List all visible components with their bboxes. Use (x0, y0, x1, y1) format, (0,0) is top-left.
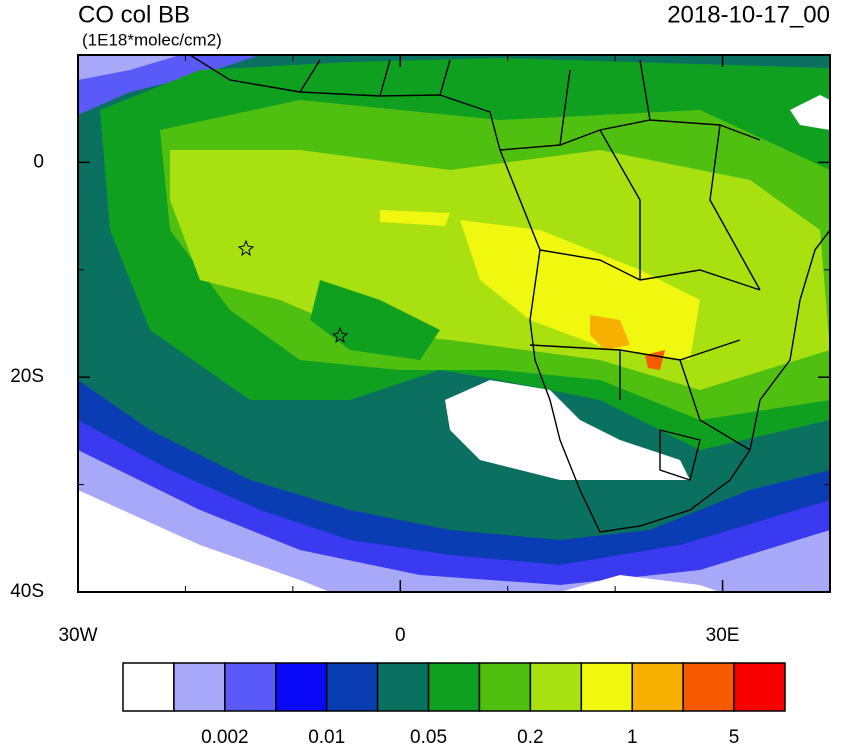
field-fill (590, 315, 630, 350)
colorbar-label: 0.01 (308, 727, 345, 747)
plot-frame (77, 54, 831, 593)
island-marker (237, 239, 255, 257)
field-fill (380, 210, 450, 226)
units: (1E18*molec/cm2) (82, 30, 222, 49)
colorbar-label: 0.05 (410, 727, 447, 747)
colorbar-box (682, 662, 735, 712)
y-tick-label: 0 (33, 151, 44, 172)
x-tick-label: 30W (58, 625, 97, 646)
colorbar-box (631, 662, 684, 712)
colorbar-box (275, 662, 328, 712)
field-fill (560, 575, 720, 592)
field-fill (445, 380, 690, 480)
colorbar-box (325, 662, 379, 712)
field-fill (310, 280, 440, 360)
colorbar-box (580, 662, 633, 712)
colorbar-label: 5 (729, 727, 740, 747)
y-tick-label: 20S (10, 366, 44, 387)
field-fill (78, 55, 180, 80)
colorbar-label: 1 (627, 727, 638, 747)
colorbar-label: 0.002 (201, 727, 249, 747)
coastline (189, 55, 830, 533)
colorbar-box (173, 662, 226, 712)
colorbar-box (122, 662, 175, 712)
y-tick-label: 40S (10, 581, 44, 602)
colorbar-label: 0.2 (517, 727, 543, 747)
colorbar-box (733, 662, 786, 712)
x-tick-label: 0 (395, 625, 406, 646)
field-fill (790, 95, 830, 130)
island-marker (331, 326, 349, 344)
field-fill (78, 490, 330, 592)
field-fill (460, 220, 700, 360)
x-tick-label: 30E (706, 625, 740, 646)
colorbar-box (478, 662, 532, 712)
colorbar-box (427, 662, 481, 712)
field (78, 55, 830, 592)
title: CO col BB (78, 1, 190, 28)
date: 2018-10-17_00 (667, 1, 830, 28)
border (299, 59, 761, 481)
field-fill (78, 450, 830, 592)
colorbar-box (376, 662, 430, 712)
colorbar-box (529, 662, 583, 712)
colorbar-box (224, 662, 277, 712)
